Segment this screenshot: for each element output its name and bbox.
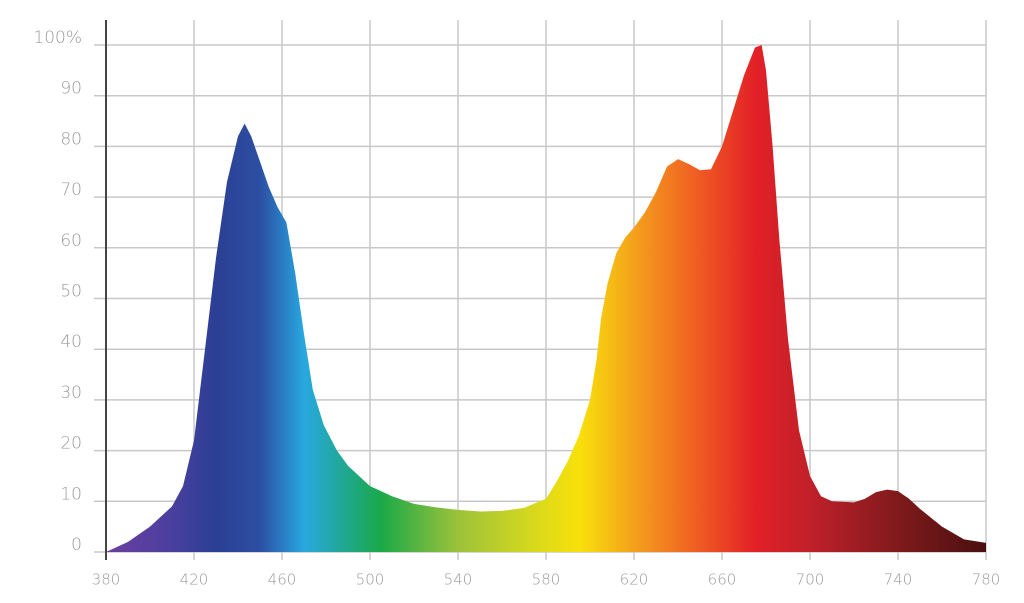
y-tick-label: 30 (60, 383, 82, 403)
spectrum-area (106, 45, 986, 552)
y-tick-label: 50 (60, 282, 82, 302)
x-tick-label: 620 (620, 571, 649, 589)
y-tick-label: 10 (60, 484, 82, 504)
y-tick-label: 0 (71, 535, 82, 555)
x-tick-label: 420 (180, 571, 209, 589)
y-tick-label: 70 (60, 180, 82, 200)
x-tick-label: 660 (708, 571, 737, 589)
x-tick-label: 540 (444, 571, 473, 589)
y-tick-label: 80 (60, 129, 82, 149)
y-tick-label: 20 (60, 434, 82, 454)
x-tick-label: 380 (92, 571, 121, 589)
x-tick-label: 780 (972, 571, 1001, 589)
x-tick-label: 500 (356, 571, 385, 589)
y-tick-label: 100% (33, 28, 82, 48)
y-tick-label: 90 (60, 79, 82, 99)
x-tick-label: 740 (884, 571, 913, 589)
x-tick-label: 460 (268, 571, 297, 589)
x-tick-label: 700 (796, 571, 825, 589)
y-tick-label: 60 (60, 231, 82, 251)
y-tick-label: 40 (60, 332, 82, 352)
x-tick-label: 580 (532, 571, 561, 589)
